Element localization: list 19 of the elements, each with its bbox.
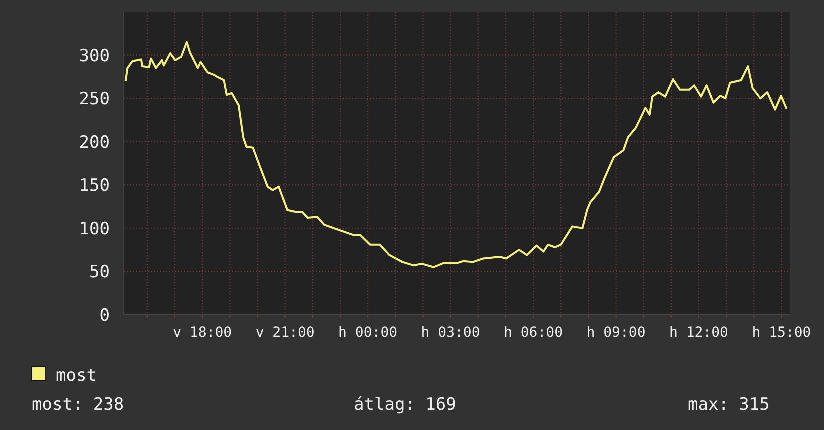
x-tick-label: h 06:00 xyxy=(504,325,564,341)
x-tick-label: h 12:00 xyxy=(669,325,728,341)
legend-label: most xyxy=(56,366,97,386)
x-tick-label: v 21:00 xyxy=(256,325,315,341)
text: most: 238 xyxy=(32,395,124,415)
y-tick-label: 100 xyxy=(79,219,110,240)
y-tick-label: 300 xyxy=(79,46,110,66)
text: átlag: 169 xyxy=(354,395,456,415)
y-tick-label: 200 xyxy=(79,132,110,153)
x-tick-label: h 03:00 xyxy=(421,325,480,341)
text: max: 315 xyxy=(688,395,770,415)
y-tick-label: 150 xyxy=(79,176,110,196)
y-tick-label: 250 xyxy=(79,90,110,110)
y-tick-label: 0 xyxy=(100,306,110,326)
x-tick-label: h 09:00 xyxy=(586,325,646,341)
x-tick-label: h 15:00 xyxy=(752,325,812,341)
x-tick-label: v 18:00 xyxy=(173,325,232,341)
y-tick-label: 50 xyxy=(90,262,110,283)
x-tick-label: h 00:00 xyxy=(338,325,398,341)
